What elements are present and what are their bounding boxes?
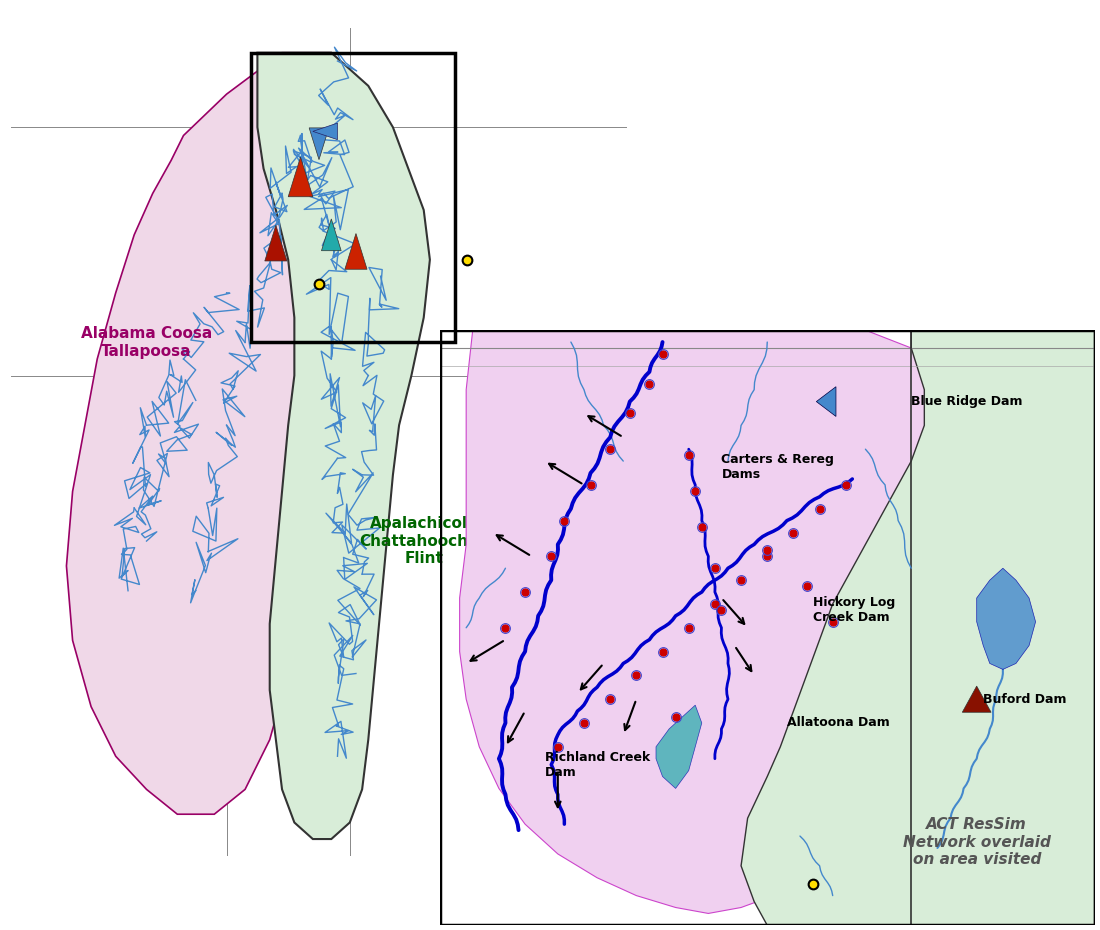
Polygon shape — [977, 568, 1035, 670]
Text: ACT ResSim
Network overlaid
on area visited: ACT ResSim Network overlaid on area visi… — [903, 817, 1050, 867]
Text: Allatoona Dam: Allatoona Dam — [786, 716, 890, 729]
Text: Apalachicola
Chattahoochee
Flint: Apalachicola Chattahoochee Flint — [359, 516, 488, 566]
Polygon shape — [288, 157, 312, 197]
Polygon shape — [257, 53, 430, 839]
Text: Blue Ridge Dam: Blue Ridge Dam — [911, 395, 1023, 408]
Polygon shape — [962, 686, 991, 712]
Polygon shape — [265, 225, 287, 261]
Polygon shape — [345, 233, 367, 270]
Text: Carters & Rereg
Dams: Carters & Rereg Dams — [722, 453, 834, 481]
Polygon shape — [741, 330, 1094, 925]
Polygon shape — [312, 123, 338, 140]
Text: Hickory Log
Creek Dam: Hickory Log Creek Dam — [813, 596, 895, 624]
Polygon shape — [321, 219, 341, 251]
Text: Richland Creek
Dam: Richland Creek Dam — [544, 751, 650, 778]
Text: Alabama Coosa
Tallapoosa: Alabama Coosa Tallapoosa — [81, 326, 212, 359]
Text: Buford Dam: Buford Dam — [983, 693, 1067, 706]
Bar — [251, 53, 454, 342]
Polygon shape — [66, 53, 381, 815]
Polygon shape — [460, 330, 964, 913]
Polygon shape — [816, 387, 836, 417]
Polygon shape — [309, 128, 329, 160]
Polygon shape — [656, 705, 702, 789]
